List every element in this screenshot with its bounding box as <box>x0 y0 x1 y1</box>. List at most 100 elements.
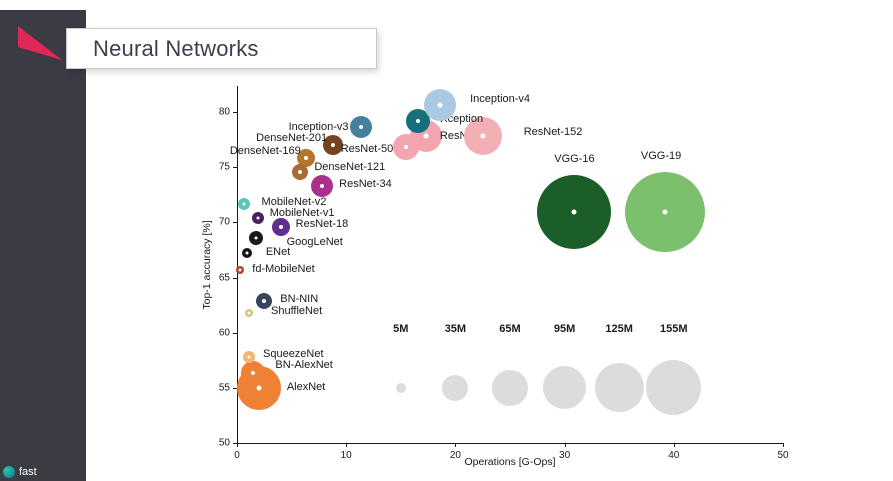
chart-label-shufflenet: ShuffleNet <box>271 304 323 317</box>
chart-label-fd-mobilenet: fd-MobileNet <box>252 262 315 275</box>
legend-bubble-155m <box>646 360 702 416</box>
page-title: Neural Networks <box>93 35 259 61</box>
x-tick-mark <box>455 443 457 447</box>
bubble-center-dot <box>245 251 249 255</box>
x-tick-label: 20 <box>449 450 461 461</box>
bubble-center-dot <box>256 385 262 391</box>
legend-size-label: 5M <box>393 323 409 336</box>
x-tick-mark <box>783 443 784 447</box>
y-tick-mark <box>233 112 237 113</box>
bubble-center-dot <box>298 169 303 174</box>
chart-bubble-googlenet <box>248 230 263 245</box>
bubble-center-dot <box>662 209 668 215</box>
bubble-center-dot <box>404 145 409 150</box>
chart-bubble-squeezenet <box>243 350 255 363</box>
chart-label-bn-alexnet: BN-AlexNet <box>275 359 333 372</box>
chart-bubble-resnet-34 <box>311 174 334 197</box>
chart-bubble-fd-mobilenet <box>236 265 245 274</box>
chart-label-enet: ENet <box>265 246 291 259</box>
chart-bubble-vgg-19 <box>625 172 706 253</box>
chart-label-googlenet: GoogLeNet <box>286 235 343 248</box>
y-tick-label: 65 <box>218 272 230 283</box>
chart-label-resnet-152: ResNet-152 <box>523 126 583 139</box>
chart-label-bn-nin: BN-NIN <box>280 292 319 305</box>
title-box: Neural Networks <box>66 28 377 69</box>
chart-bubble-mobilenet-v2 <box>237 197 250 210</box>
chart-bubble-densenet-201 <box>323 135 344 156</box>
legend-bubble-95m <box>543 366 587 410</box>
chart-bubble-bn-alexnet <box>241 361 266 386</box>
chart-bubble-mobilenet-v1 <box>251 211 264 224</box>
bubble-center-dot <box>331 143 336 148</box>
chart-bubble-resnet-152 <box>463 117 502 156</box>
left-sidebar <box>0 10 86 481</box>
bubble-center-dot <box>278 224 283 229</box>
x-tick-mark <box>237 443 238 447</box>
bubble-center-dot <box>238 268 242 272</box>
chart-bubble-resnet-18 <box>271 217 290 236</box>
chart-bubble-enet <box>241 248 252 259</box>
bubble-center-dot <box>242 202 246 206</box>
bubble-center-dot <box>480 133 486 139</box>
x-tick-mark <box>346 443 348 447</box>
y-tick-label: 75 <box>218 161 230 173</box>
chart-label-densenet-169: DenseNet-169 <box>229 145 301 158</box>
x-tick-label: 30 <box>559 450 571 461</box>
legend-size-label: 35M <box>444 323 467 336</box>
x-tick-label: 0 <box>234 450 240 461</box>
y-tick-label: 50 <box>218 437 230 449</box>
y-axis-line <box>237 86 238 444</box>
bubble-center-dot <box>416 118 421 123</box>
chart-label-resnet-50: ResNet-50 <box>340 143 394 156</box>
chart-label-mobilenet-v2: MobileNet-v2 <box>261 195 327 208</box>
legend-bubble-5m <box>395 382 406 393</box>
chart-label-vgg-16: VGG-16 <box>554 153 595 166</box>
chart-label-densenet-121: DenseNet-121 <box>314 160 386 173</box>
bubble-center-dot <box>437 102 443 108</box>
chart-bubble-bn-nin <box>256 292 273 309</box>
bubble-center-dot <box>247 311 251 315</box>
bubble-center-dot <box>423 133 429 139</box>
x-tick-mark <box>673 443 675 447</box>
chart-bubble-densenet-169 <box>296 149 315 168</box>
chart-label-resnet-34: ResNet-34 <box>339 177 392 190</box>
y-tick-label: 70 <box>218 216 230 228</box>
bubble-center-dot <box>256 216 260 220</box>
x-tick-label: 50 <box>777 450 789 461</box>
bubble-center-dot <box>303 156 308 161</box>
x-tick-label: 10 <box>340 450 352 461</box>
x-tick-mark <box>564 443 566 447</box>
bubble-center-dot <box>247 355 251 359</box>
chart-bubble-vgg-16 <box>537 175 612 250</box>
legend-bubble-65m <box>492 370 528 406</box>
y-axis-title: Top-1 accuracy [%] <box>201 220 213 310</box>
legend-bubble-125m <box>594 363 644 413</box>
chart-label-resnet-18: ResNet-18 <box>295 217 349 230</box>
chart-label-inception-v4: Inception-v4 <box>470 93 531 106</box>
y-tick-mark <box>233 222 237 224</box>
y-tick-mark <box>233 277 237 279</box>
chart-bubble-shufflenet <box>245 308 253 317</box>
chart-bubble-densenet-121 <box>292 163 309 180</box>
chart-bubble-inception-v3 <box>350 116 373 139</box>
bubble-center-dot <box>571 209 577 215</box>
y-tick-mark <box>233 332 237 334</box>
y-tick-mark <box>233 387 237 389</box>
x-axis-line <box>237 443 784 444</box>
legend-size-label: 65M <box>499 323 521 336</box>
chart-label-vgg-19: VGG-19 <box>640 150 682 163</box>
fastai-logo: fast <box>3 466 37 478</box>
bubble-center-dot <box>359 125 364 130</box>
bubble-center-dot <box>320 183 325 188</box>
bubble-center-dot <box>262 298 267 303</box>
chart-label-mobilenet-v1: MobileNet-v1 <box>269 206 335 219</box>
chart-label-alexnet: AlexNet <box>286 380 326 393</box>
x-tick-label: 40 <box>668 450 680 461</box>
bubble-center-dot <box>251 371 256 376</box>
y-tick-label: 80 <box>218 106 230 118</box>
y-tick-mark <box>233 167 237 169</box>
chart-bubble-inception-v4 <box>424 89 457 122</box>
y-tick-label: 60 <box>218 327 230 339</box>
chart-label-densenet-201: DenseNet-201 <box>256 132 328 145</box>
